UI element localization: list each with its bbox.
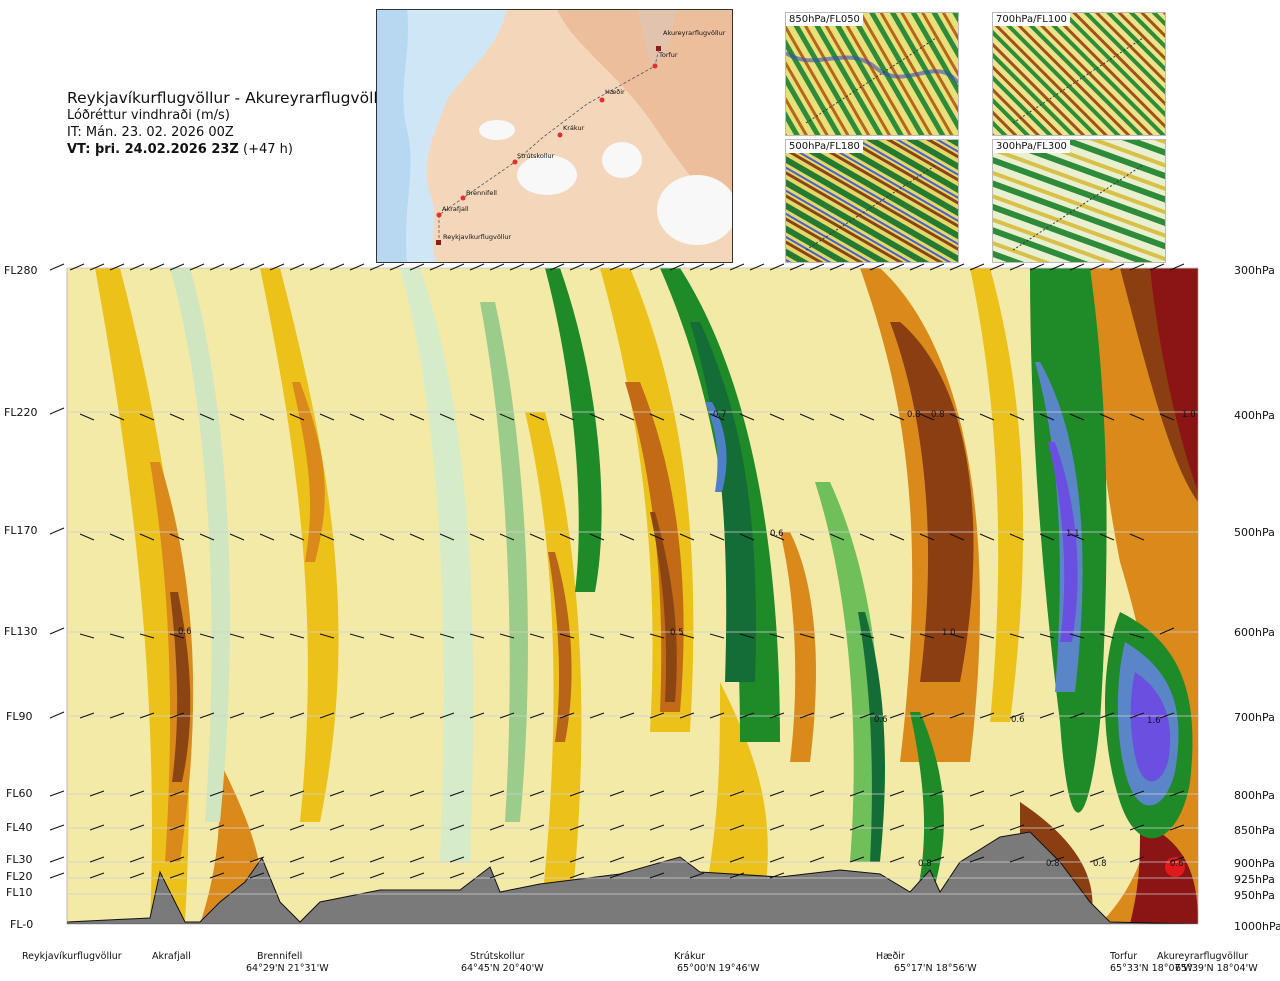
wind-barbs <box>49 263 1185 879</box>
level-map-300[interactable]: 300hPa/FL300 <box>992 139 1166 263</box>
map-label-akureyri: Akureyrarflugvöllur <box>663 29 726 37</box>
fl-label: FL60 <box>6 787 33 800</box>
contour-label: 0.8 <box>907 410 921 420</box>
fl-label: FL20 <box>6 870 33 883</box>
issue-time: IT: Mán. 23. 02. 2026 00Z <box>67 125 234 140</box>
valid-time: VT: þri. 24.02.2026 23Z (+47 h) <box>67 141 394 158</box>
location-name: Hæðir <box>876 951 905 962</box>
contour-label: 1.0 <box>942 628 956 638</box>
location-coord: 65°17'N 18°56'W <box>894 963 977 974</box>
hpa-label: 800hPa <box>1234 789 1275 802</box>
route-map-svg: Akureyrarflugvöllur Torfur Hæðir Krákur … <box>377 10 732 262</box>
contour-label: 0.6 <box>1170 859 1184 869</box>
contour-label: 1.6 <box>1147 716 1161 726</box>
fl-label: FL130 <box>4 625 38 638</box>
contour-label: 0.5 <box>670 628 684 638</box>
level-map-850[interactable]: 850hPa/FL050 <box>785 12 959 136</box>
contour-label: 0.8 <box>1046 859 1060 869</box>
hpa-label: 700hPa <box>1234 711 1275 724</box>
location-label: Torfur 65°33'N 18°07'W <box>1110 951 1193 975</box>
level-map-850-label: 850hPa/FL050 <box>786 13 863 26</box>
fl-label: FL220 <box>4 406 38 419</box>
location-name: Akrafjall <box>152 951 191 962</box>
location-coord: 65°33'N 18°07'W <box>1110 963 1193 974</box>
hpa-label: 500hPa <box>1234 526 1275 539</box>
location-label: Akrafjall <box>152 951 191 963</box>
title-block: Reykjavíkurflugvöllur - Akureyrarflugvöl… <box>67 90 394 158</box>
hpa-label: 600hPa <box>1234 626 1275 639</box>
location-label: Krákur 65°00'N 19°46'W <box>674 951 760 975</box>
hpa-label: 300hPa <box>1234 264 1275 277</box>
map-label-brennifell: Brennifell <box>466 189 497 197</box>
hpa-label: 1000hPa <box>1234 920 1280 933</box>
valid-time-bold: VT: þri. 24.02.2026 23Z <box>67 142 239 157</box>
location-name: Strútskollur <box>470 951 525 962</box>
level-map-700[interactable]: 700hPa/FL100 <box>992 12 1166 136</box>
hpa-label: 900hPa <box>1234 857 1275 870</box>
contour-label: 0.7 <box>713 410 727 420</box>
fl-label: FL40 <box>6 821 33 834</box>
route-map: Akureyrarflugvöllur Torfur Hæðir Krákur … <box>376 9 733 263</box>
hpa-label: 400hPa <box>1234 409 1275 422</box>
contour-label: 1.0 <box>1182 410 1196 420</box>
location-name: Akureyrarflugvöllur <box>1157 951 1249 962</box>
contour-label: 1.1 <box>1066 529 1080 539</box>
fl-label: FL10 <box>6 886 33 899</box>
map-label-reykjavik: Reykjavíkurflugvöllur <box>443 233 512 241</box>
location-coord: 65°39'N 18°04'W <box>1175 963 1258 974</box>
level-map-500-svg <box>786 140 958 262</box>
location-label: Reykjavíkurflugvöllur <box>22 951 122 963</box>
location-coord: 64°29'N 21°31'W <box>246 963 329 974</box>
level-map-500[interactable]: 500hPa/FL180 <box>785 139 959 263</box>
route-title: Reykjavíkurflugvöllur - Akureyrarflugvöl… <box>67 89 394 107</box>
level-map-500-label: 500hPa/FL180 <box>786 140 863 153</box>
fl-label: FL-0 <box>10 918 34 931</box>
fl-label: FL280 <box>4 264 38 277</box>
map-label-torfur: Torfur <box>658 51 678 59</box>
level-map-300-svg <box>993 140 1165 262</box>
level-map-300-label: 300hPa/FL300 <box>993 140 1070 153</box>
map-label-haedir: Hæðir <box>605 88 625 96</box>
location-label: Brennifell 64°29'N 21°31'W <box>246 951 329 975</box>
contour-label: 0.6 <box>178 627 192 637</box>
contour-label: 0.8 <box>918 859 932 869</box>
fl-label: FL90 <box>6 710 33 723</box>
parameter-label: Lóðréttur vindhraði (m/s) <box>67 108 230 123</box>
fl-label: FL30 <box>6 853 33 866</box>
location-label: Hæðir 65°17'N 18°56'W <box>876 951 977 975</box>
hpa-label: 925hPa <box>1234 873 1275 886</box>
contour-label: 0.8 <box>1093 859 1107 869</box>
location-name: Krákur <box>674 951 706 962</box>
location-coord: 65°00'N 19°46'W <box>677 963 760 974</box>
level-map-850-svg <box>786 13 958 135</box>
map-label-krakur: Krákur <box>563 124 585 132</box>
contour-labels: 0.7 0.8 0.8 1.0 0.6 1.1 0.6 0.5 1.0 0.6 … <box>178 410 1196 869</box>
level-map-700-label: 700hPa/FL100 <box>993 13 1070 26</box>
hpa-label: 950hPa <box>1234 889 1275 902</box>
map-label-akrafjall: Akrafjall <box>442 205 469 213</box>
valid-time-offset: (+47 h) <box>238 142 293 157</box>
contour-label: 0.6 <box>770 529 784 539</box>
hpa-label: 850hPa <box>1234 824 1275 837</box>
fl-label: FL170 <box>4 524 38 537</box>
contour-label: 0.6 <box>1011 715 1025 725</box>
location-coord: 64°45'N 20°40'W <box>461 963 544 974</box>
level-map-700-svg <box>993 13 1165 135</box>
location-name: Brennifell <box>257 951 303 962</box>
location-name: Reykjavíkurflugvöllur <box>22 951 122 962</box>
location-name: Torfur <box>1110 951 1138 962</box>
contour-label: 0.8 <box>931 410 945 420</box>
cross-section: 0.7 0.8 0.8 1.0 0.6 1.1 0.6 0.5 1.0 0.6 … <box>49 263 1199 925</box>
contour-label: 0.6 <box>874 715 888 725</box>
map-label-strutskollur: Strútskollur <box>517 152 555 160</box>
location-label: Strútskollur 64°45'N 20°40'W <box>461 951 544 975</box>
location-label: Akureyrarflugvöllur 65°39'N 18°04'W <box>1157 951 1258 975</box>
